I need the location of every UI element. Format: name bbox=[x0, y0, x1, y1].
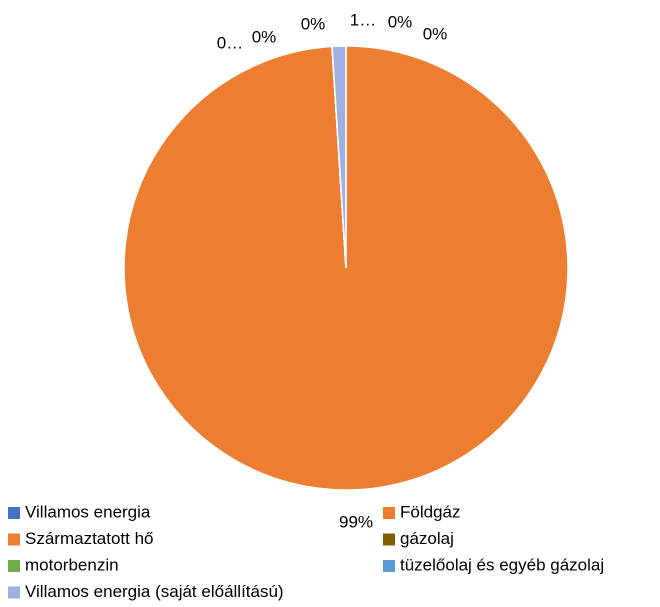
data-label: 0% bbox=[301, 14, 326, 33]
data-label: 0% bbox=[252, 27, 277, 46]
data-label: 0… bbox=[217, 33, 243, 52]
legend-label: Földgáz bbox=[400, 502, 460, 521]
legend-label: gázolaj bbox=[400, 529, 454, 548]
data-label: 1… bbox=[350, 10, 376, 29]
legend-swatch bbox=[8, 560, 20, 572]
legend-label: Villamos energia (saját előállítású) bbox=[25, 582, 284, 601]
legend-swatch bbox=[383, 533, 395, 546]
legend-label: motorbenzin bbox=[25, 555, 119, 574]
data-label: 0% bbox=[388, 12, 413, 31]
legend-label: Származtatott hő bbox=[25, 529, 154, 548]
data-label: 0% bbox=[423, 24, 448, 43]
data-label: 99% bbox=[339, 512, 373, 531]
legend-swatch bbox=[383, 507, 395, 519]
legend-swatch bbox=[8, 507, 20, 519]
legend-label: tüzelőolaj és egyéb gázolaj bbox=[400, 555, 604, 574]
legend-label: Villamos energia bbox=[25, 502, 151, 521]
legend-swatch bbox=[8, 533, 20, 546]
legend-swatch bbox=[8, 586, 20, 599]
pie-slice bbox=[331, 45, 347, 269]
legend-swatch bbox=[383, 560, 395, 572]
